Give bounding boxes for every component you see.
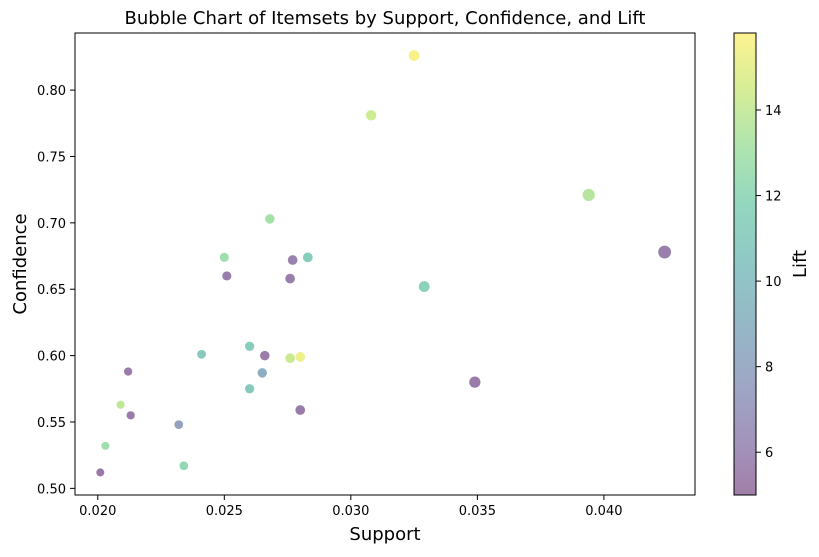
x-tick-label: 0.040 xyxy=(585,504,622,519)
x-tick-label: 0.025 xyxy=(206,504,243,519)
y-tick-label: 0.55 xyxy=(37,416,66,431)
data-point xyxy=(222,271,232,281)
colorbar xyxy=(733,32,757,496)
data-point xyxy=(285,353,295,364)
y-axis-label: Confidence xyxy=(10,213,31,314)
data-point xyxy=(257,368,267,378)
data-point xyxy=(295,405,306,415)
data-point xyxy=(219,252,229,262)
data-point xyxy=(418,281,430,292)
colorbar-tick-label: 10 xyxy=(765,275,782,290)
data-point xyxy=(408,50,420,61)
y-tick-label: 0.50 xyxy=(37,482,66,497)
data-point xyxy=(285,273,295,284)
data-point xyxy=(101,441,110,450)
chart-title: Bubble Chart of Itemsets by Support, Con… xyxy=(125,8,646,29)
data-point xyxy=(244,341,255,351)
y-axis: 0.50 0.55 0.60 0.65 0.70 0.75 0.80 xyxy=(37,84,75,497)
data-point xyxy=(197,349,206,359)
data-point xyxy=(302,252,313,263)
y-tick-label: 0.70 xyxy=(37,217,66,232)
x-axis: 0.020 0.025 0.030 0.035 0.040 xyxy=(79,495,623,519)
x-tick-label: 0.020 xyxy=(79,504,116,519)
data-point xyxy=(244,384,255,394)
data-point xyxy=(265,214,275,224)
x-tick-label: 0.035 xyxy=(459,504,496,519)
points-layer xyxy=(96,50,672,477)
data-point xyxy=(116,400,125,409)
x-tick-label: 0.030 xyxy=(332,504,369,519)
data-point xyxy=(96,468,105,477)
colorbar-label: Lift xyxy=(790,250,811,278)
data-point xyxy=(174,420,184,429)
colorbar-tick-label: 14 xyxy=(765,104,782,119)
data-point xyxy=(658,245,672,259)
data-point xyxy=(179,461,189,471)
y-tick-label: 0.65 xyxy=(37,283,66,298)
data-point xyxy=(469,376,481,388)
data-point xyxy=(126,411,135,420)
colorbar-tick-label: 6 xyxy=(765,446,773,461)
y-tick-label: 0.80 xyxy=(37,84,66,99)
colorbar-tick-label: 12 xyxy=(765,190,782,205)
data-point xyxy=(124,367,133,376)
y-tick-label: 0.75 xyxy=(37,150,66,165)
data-point xyxy=(582,188,595,202)
colorbar-axis: 6 8 10 12 14 xyxy=(756,104,782,461)
data-point xyxy=(287,255,298,265)
x-axis-label: Support xyxy=(349,524,420,545)
data-point xyxy=(260,350,270,361)
data-point xyxy=(295,352,306,362)
y-tick-label: 0.60 xyxy=(37,350,66,365)
data-point xyxy=(365,110,377,121)
colorbar-tick-label: 8 xyxy=(765,361,773,376)
plot-frame xyxy=(74,32,696,496)
